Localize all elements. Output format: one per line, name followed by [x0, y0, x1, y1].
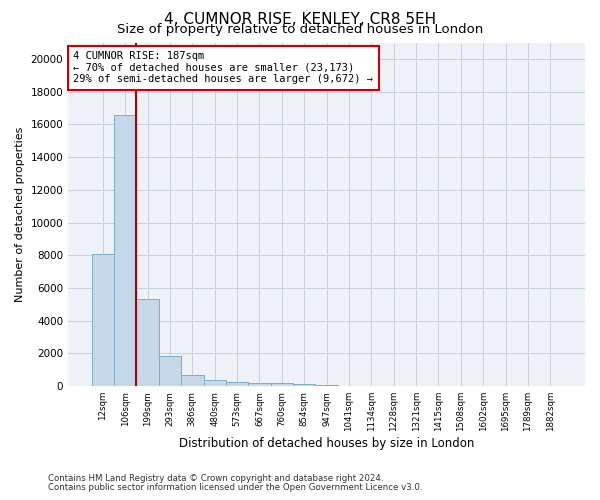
Bar [293, 384, 316, 386]
Text: Size of property relative to detached houses in London: Size of property relative to detached ho… [117, 22, 483, 36]
Y-axis label: Number of detached properties: Number of detached properties [15, 126, 25, 302]
Bar [316, 385, 338, 386]
Bar [181, 375, 203, 386]
Bar [136, 300, 159, 386]
Bar [203, 380, 226, 386]
X-axis label: Distribution of detached houses by size in London: Distribution of detached houses by size … [179, 437, 474, 450]
Bar [159, 356, 181, 386]
Bar [92, 254, 114, 386]
Text: 4 CUMNOR RISE: 187sqm
← 70% of detached houses are smaller (23,173)
29% of semi-: 4 CUMNOR RISE: 187sqm ← 70% of detached … [73, 51, 373, 84]
Bar [114, 114, 136, 386]
Text: Contains HM Land Registry data © Crown copyright and database right 2024.: Contains HM Land Registry data © Crown c… [48, 474, 383, 483]
Bar [226, 382, 248, 386]
Bar [271, 384, 293, 386]
Text: 4, CUMNOR RISE, KENLEY, CR8 5EH: 4, CUMNOR RISE, KENLEY, CR8 5EH [164, 12, 436, 28]
Text: Contains public sector information licensed under the Open Government Licence v3: Contains public sector information licen… [48, 483, 422, 492]
Bar [248, 383, 271, 386]
